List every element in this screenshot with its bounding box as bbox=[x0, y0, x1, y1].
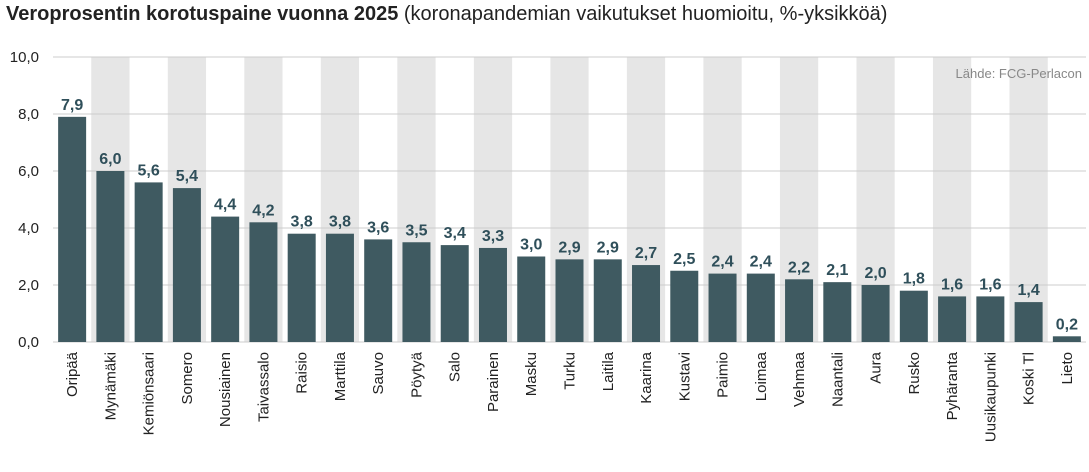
bar bbox=[746, 273, 775, 342]
data-label: 2,4 bbox=[711, 254, 733, 271]
source-note: Lähde: FCG-Perlacon bbox=[956, 66, 1082, 81]
bar bbox=[861, 285, 890, 342]
bar bbox=[249, 222, 278, 342]
bar bbox=[976, 296, 1005, 342]
x-tick-label: Uusikaupunki bbox=[982, 352, 999, 442]
bar bbox=[58, 116, 87, 342]
bar bbox=[785, 279, 814, 342]
bar bbox=[172, 188, 201, 342]
bar bbox=[938, 296, 967, 342]
data-label: 2,4 bbox=[750, 254, 772, 271]
x-tick-label: Laitila bbox=[600, 351, 617, 391]
data-label: 1,6 bbox=[979, 276, 1001, 293]
y-axis-ticks: 0,0 2,0 4,0 6,0 8,0 10,0 bbox=[10, 49, 39, 351]
bar bbox=[632, 265, 661, 342]
x-tick-label: Vehmaa bbox=[791, 351, 808, 407]
bar bbox=[899, 290, 928, 342]
x-tick-label: Paimio bbox=[715, 352, 732, 398]
bar bbox=[593, 259, 622, 342]
y-tick-label: 2,0 bbox=[18, 277, 39, 294]
data-label: 3,8 bbox=[329, 214, 351, 231]
x-tick-label: Mynämäki bbox=[102, 352, 119, 420]
bar bbox=[670, 270, 699, 342]
x-tick-label: Turku bbox=[562, 352, 579, 390]
x-tick-label: Naantali bbox=[829, 352, 846, 407]
x-tick-label: Rusko bbox=[906, 352, 923, 395]
chart-title: Veroprosentin korotuspaine vuonna 2025 (… bbox=[6, 3, 887, 26]
bar bbox=[364, 239, 393, 342]
y-tick-label: 0,0 bbox=[18, 334, 39, 351]
data-label: 5,6 bbox=[138, 162, 160, 179]
x-tick-label: Pöytyä bbox=[408, 351, 425, 398]
x-tick-label: Masku bbox=[523, 352, 540, 396]
x-tick-label: Lieto bbox=[1059, 352, 1076, 385]
bar bbox=[402, 242, 431, 342]
data-label: 7,9 bbox=[61, 97, 83, 114]
data-label: 2,5 bbox=[673, 251, 695, 268]
x-tick-label: Koski Tl bbox=[1021, 352, 1038, 405]
background-band bbox=[932, 57, 972, 342]
bar bbox=[708, 273, 737, 342]
x-axis-labels: Oripää Mynämäki Kemiönsaari Somero Nousiaine… bbox=[64, 351, 1076, 442]
chart-title-main: Veroprosentin korotuspaine vuonna 2025 bbox=[6, 3, 399, 25]
x-tick-label: Kaarina bbox=[638, 351, 655, 403]
data-label: 0,2 bbox=[1056, 316, 1078, 333]
x-tick-label: Sauvo bbox=[370, 352, 387, 395]
bar bbox=[287, 233, 316, 342]
data-label: 5,4 bbox=[176, 168, 198, 185]
bar bbox=[325, 233, 354, 342]
y-tick-label: 8,0 bbox=[18, 106, 39, 123]
x-tick-label: Pyhäranta bbox=[944, 351, 961, 420]
x-tick-label: Aura bbox=[868, 351, 885, 383]
data-label: 1,6 bbox=[941, 276, 963, 293]
x-tick-label: Parainen bbox=[485, 352, 502, 412]
bar bbox=[211, 216, 240, 342]
data-label: 3,8 bbox=[291, 214, 313, 231]
data-label: 6,0 bbox=[99, 151, 121, 168]
data-labels: 7,9 6,0 5,6 5,4 4,4 4,2 3,8 3,8 3,6 3,5 3,4 3,3 3,0 2… bbox=[61, 97, 1078, 333]
data-label: 4,2 bbox=[252, 202, 274, 219]
x-tick-label: Loimaa bbox=[753, 351, 770, 401]
bar bbox=[555, 259, 584, 342]
y-tick-label: 4,0 bbox=[18, 220, 39, 237]
x-tick-label: Nousiainen bbox=[217, 352, 234, 427]
x-tick-label: Raisio bbox=[294, 352, 311, 394]
x-tick-label: Somero bbox=[179, 352, 196, 405]
y-tick-label: 10,0 bbox=[10, 49, 39, 66]
data-label: 4,4 bbox=[214, 197, 236, 214]
data-label: 3,4 bbox=[444, 225, 466, 242]
data-label: 2,9 bbox=[597, 239, 619, 256]
x-tick-label: Oripää bbox=[64, 351, 81, 397]
bar bbox=[440, 245, 469, 342]
x-tick-label: Salo bbox=[447, 352, 464, 382]
data-label: 3,3 bbox=[482, 228, 504, 245]
data-label: 2,2 bbox=[788, 259, 810, 276]
data-label: 2,0 bbox=[864, 265, 886, 282]
x-tick-label: Marttila bbox=[332, 351, 349, 401]
data-label: 2,7 bbox=[635, 245, 657, 262]
data-label: 2,9 bbox=[558, 239, 580, 256]
data-label: 1,8 bbox=[903, 271, 925, 288]
bar bbox=[134, 182, 163, 342]
bar bbox=[823, 282, 852, 342]
data-label: 3,6 bbox=[367, 219, 389, 236]
bar bbox=[478, 247, 507, 342]
bars bbox=[58, 116, 1081, 342]
data-label: 3,5 bbox=[405, 222, 427, 239]
data-label: 3,0 bbox=[520, 237, 542, 254]
bar bbox=[96, 171, 125, 342]
data-label: 2,1 bbox=[826, 262, 848, 279]
x-tick-label: Taivassalo bbox=[255, 352, 272, 422]
y-tick-label: 6,0 bbox=[18, 163, 39, 180]
data-label: 1,4 bbox=[1017, 282, 1039, 299]
x-tick-label: Kustavi bbox=[676, 352, 693, 401]
bar bbox=[1014, 302, 1043, 342]
bar bbox=[517, 256, 546, 342]
chart-subtitle: (koronapandemian vaikutukset huomioitu, … bbox=[403, 3, 888, 25]
background-band bbox=[1009, 57, 1048, 342]
bar bbox=[1052, 336, 1081, 342]
x-tick-label: Kemiönsaari bbox=[141, 352, 158, 435]
